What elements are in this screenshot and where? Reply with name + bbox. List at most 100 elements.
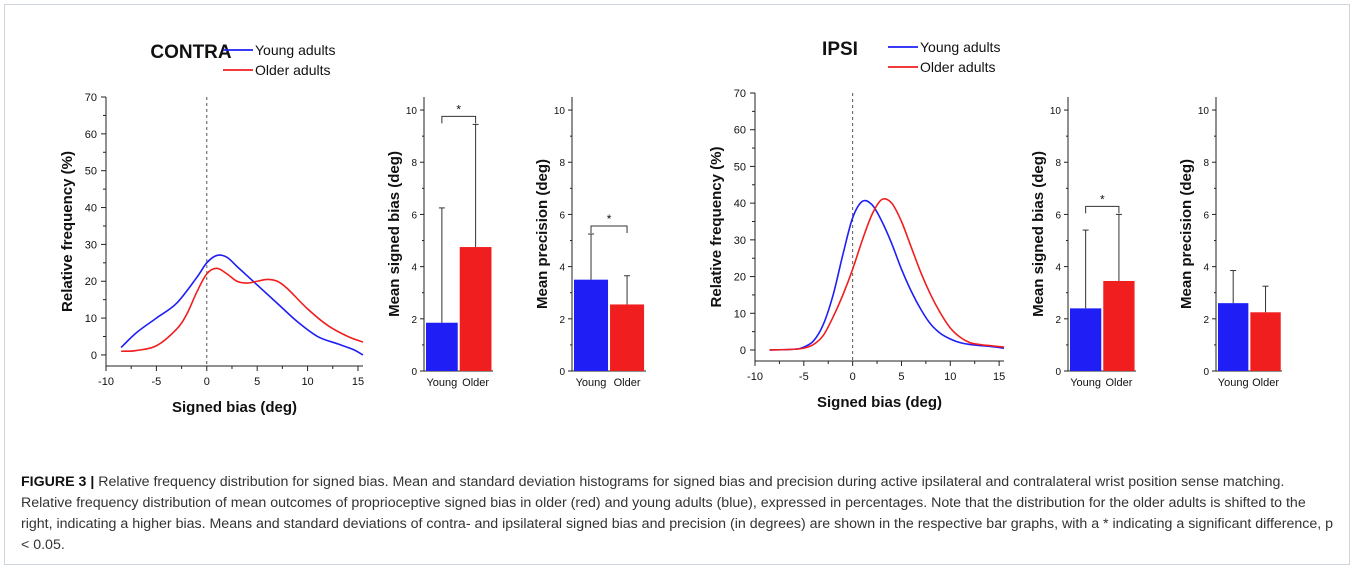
contra-precision-y-tick-label: 2 (559, 315, 565, 326)
contra-distribution-y-tick-label: 50 (85, 166, 97, 178)
contra-signed-bias-y-tick-label: 6 (411, 210, 417, 221)
ipsi-distribution-y-tick-label: 30 (734, 235, 746, 247)
ipsi-signed-bias-category-label-older: Older (1105, 377, 1132, 389)
contra-distribution-x-tick-label: -10 (98, 376, 114, 388)
contra-signed-bias-y-tick-label: 2 (411, 315, 417, 326)
ipsi-distribution-y-tick-label: 50 (734, 161, 746, 173)
ipsi-precision-y-tick-label: 0 (1203, 367, 1209, 378)
contra-distribution-y-tick-label: 30 (85, 239, 97, 251)
contra-signed-bias-y-tick-label: 0 (411, 367, 417, 378)
ipsi-precision-y-tick-label: 6 (1203, 210, 1209, 221)
contra-distribution-x-tick-label: 0 (204, 376, 210, 388)
ipsi-distribution-y-tick-label: 20 (734, 272, 746, 284)
contra-signed-bias-y-tick-label: 8 (411, 158, 417, 169)
contra-distribution-line-older (121, 267, 364, 353)
contra-distribution-y-tick-label: 40 (85, 203, 97, 215)
contra-distribution-y-tick-label: 20 (85, 276, 97, 288)
contra-signed-bias-category-label-young: Young (426, 377, 457, 389)
ipsi-precision-y-label: Mean precision (deg) (1178, 159, 1195, 309)
ipsi-distribution-x-tick-label: -5 (799, 371, 809, 383)
contra-precision-y-tick-label: 6 (559, 210, 565, 221)
contra-signed-bias-bar-young (426, 322, 458, 371)
ipsi-signed-bias-y-tick-label: 2 (1055, 315, 1061, 326)
ipsi-distribution-x-tick-label: 15 (993, 371, 1005, 383)
ipsi-distribution-panel: IPSI 0 10 20 30 40 50 60 70 -10 -5 0 5 10 15 Signed bia… (708, 39, 1005, 411)
contra-distribution-x-tick-label: -5 (152, 376, 162, 388)
contra-distribution-y-tick-label: 0 (91, 350, 97, 362)
ipsi-signed-bias-significance-bracket (1085, 205, 1120, 214)
ipsi-precision-y-tick-label: 4 (1203, 263, 1209, 274)
ipsi-signed-bias-y-tick-label: 10 (1050, 106, 1062, 117)
contra-signed-bias-y-tick-label: 4 (411, 263, 417, 274)
contra-distribution-legend-label-older: Older adults (255, 62, 330, 78)
ipsi-signed-bias-category-label-young: Young (1070, 377, 1101, 389)
contra-precision-bar-older (610, 304, 645, 371)
ipsi-distribution-x-label: Signed bias (deg) (817, 394, 942, 411)
ipsi-signed-bias-bar-young (1070, 308, 1102, 371)
contra-distribution-x-label: Signed bias (deg) (172, 399, 297, 416)
contra-precision-y-tick-label: 10 (554, 106, 566, 117)
ipsi-signed-bias-y-tick-label: 4 (1055, 263, 1061, 274)
ipsi-precision-category-label-young: Young (1218, 377, 1249, 389)
caption-label: FIGURE 3 | (21, 474, 95, 490)
contra-precision-significance-bracket (590, 225, 628, 233)
contra-distribution-y-tick-label: 60 (85, 129, 97, 141)
contra-distribution-y-tick-label: 10 (85, 313, 97, 325)
ipsi-distribution-y-label: Relative frequency (%) (708, 147, 725, 308)
ipsi-distribution-y-tick-label: 10 (734, 308, 746, 320)
contra-signed-bias-y-label: Mean signed bias (deg) (386, 151, 403, 317)
ipsi-distribution-y-tick-label: 0 (740, 345, 746, 357)
contra-precision-y-tick-label: 4 (559, 263, 565, 274)
ipsi-precision-bar-young (1218, 303, 1249, 371)
contra-signed-bias-panel: 0 2 4 6 8 10 Mean signed bias (deg) Young Older * (386, 97, 493, 389)
ipsi-precision-y-tick-label: 2 (1203, 315, 1209, 326)
contra-signed-bias-bar-older (459, 247, 492, 371)
contra-precision-y-tick-label: 0 (559, 367, 565, 378)
ipsi-signed-bias-significance-marker: * (1100, 192, 1105, 206)
ipsi-signed-bias-y-tick-label: 8 (1055, 158, 1061, 169)
ipsi-precision-bar-older (1250, 312, 1281, 371)
ipsi-signed-bias-y-tick-label: 0 (1055, 367, 1061, 378)
contra-signed-bias-significance-bracket (441, 115, 477, 124)
ipsi-precision-y-tick-label: 8 (1203, 158, 1209, 169)
contra-distribution-x-tick-label: 5 (254, 376, 260, 388)
ipsi-distribution-y-tick-label: 40 (734, 198, 746, 210)
contra-distribution-x-tick-label: 15 (352, 376, 364, 388)
contra-precision-bar-young (574, 279, 609, 371)
contra-precision-significance-marker: * (607, 212, 612, 226)
contra-distribution-y-label: Relative frequency (%) (59, 151, 76, 312)
figure-caption: FIGURE 3 | Relative frequency distributi… (21, 472, 1339, 556)
ipsi-distribution-line-older (769, 197, 1005, 351)
ipsi-signed-bias-bar-older (1103, 280, 1135, 371)
ipsi-precision-category-label-older: Older (1252, 377, 1279, 389)
ipsi-distribution-legend-label-older: Older adults (920, 59, 995, 75)
ipsi-signed-bias-y-label: Mean signed bias (deg) (1030, 151, 1047, 317)
ipsi-precision-panel: 0 2 4 6 8 10 Mean precision (deg) Young Older (1178, 97, 1282, 389)
ipsi-signed-bias-y-tick-label: 6 (1055, 210, 1061, 221)
ipsi-distribution-y-tick-label: 60 (734, 125, 746, 137)
contra-precision-category-label-young: Young (576, 377, 607, 389)
ipsi-distribution-x-tick-label: 5 (898, 371, 904, 383)
contra-distribution-legend-label-young: Young adults (255, 42, 335, 58)
contra-signed-bias-category-label-older: Older (462, 377, 489, 389)
contra-distribution-y-tick-label: 70 (85, 92, 97, 104)
contra-precision-y-tick-label: 8 (559, 158, 565, 169)
ipsi-distribution-y-tick-label: 70 (734, 88, 746, 100)
contra-precision-category-label-older: Older (614, 377, 641, 389)
contra-distribution-x-tick-label: 10 (301, 376, 313, 388)
ipsi-precision-y-tick-label: 10 (1198, 106, 1210, 117)
contra-signed-bias-y-tick-label: 10 (406, 106, 418, 117)
contra-distribution-title: CONTRA (150, 42, 232, 63)
caption-text: Relative frequency distribution for sign… (21, 474, 1334, 553)
ipsi-distribution-title: IPSI (822, 39, 858, 60)
contra-distribution-line-young (120, 254, 364, 356)
contra-precision-y-label: Mean precision (deg) (534, 159, 551, 309)
ipsi-distribution-x-tick-label: 0 (850, 371, 856, 383)
contra-precision-panel: 0 2 4 6 8 10 Mean precision (deg) Young Older * (534, 97, 646, 389)
contra-signed-bias-significance-marker: * (456, 102, 461, 116)
ipsi-distribution-x-tick-label: -10 (747, 371, 763, 383)
contra-distribution-panel: CONTRA 0 10 20 30 40 50 60 70 -10 -5 0 5 10 15 Signed b… (59, 42, 364, 416)
figure-frame: CONTRA 0 10 20 30 40 50 60 70 -10 -5 0 5 10 15 Signed b… (4, 4, 1350, 565)
ipsi-distribution-line-young (769, 199, 1005, 351)
